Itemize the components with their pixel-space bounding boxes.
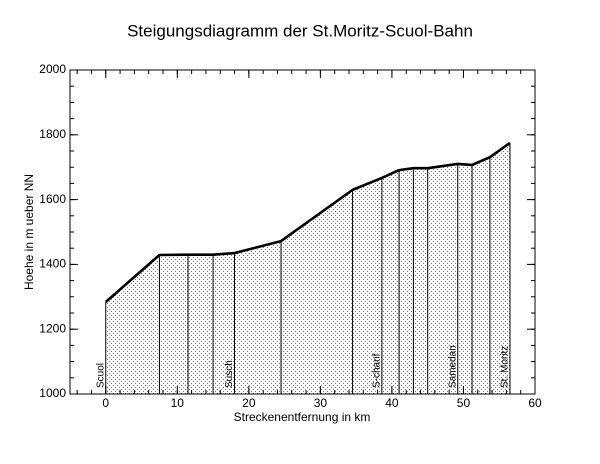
x-tick-label: 50 [457, 396, 471, 410]
x-tick-label: 0 [102, 396, 109, 410]
chart-title: Steigungsdiagramm der St.Moritz-Scuol-Ba… [127, 21, 473, 40]
y-tick-label: 1800 [39, 127, 66, 141]
x-axis-label: Streckenentfernung in km [234, 410, 371, 424]
y-tick-label: 1400 [39, 257, 66, 271]
station-label: St. Moritz [500, 346, 511, 388]
x-tick-label: 60 [528, 396, 542, 410]
y-tick-label: 2000 [39, 62, 66, 76]
station-label: S-chanf [372, 353, 383, 388]
x-tick-label: 20 [242, 396, 256, 410]
x-tick-label: 40 [385, 396, 399, 410]
area-fill [105, 142, 510, 394]
station-label: Scuol [95, 363, 106, 388]
station-label: Susch [224, 360, 235, 388]
station-label: Samedan [447, 345, 458, 388]
line [104, 141, 511, 303]
y-tick-label: 1000 [39, 386, 66, 400]
x-tick-label: 30 [314, 396, 328, 410]
y-tick-label: 1200 [39, 321, 66, 335]
x-tick-label: 10 [171, 396, 185, 410]
y-tick-label: 1600 [39, 192, 66, 206]
y-axis-label: Hoehe in m ueber NN [22, 174, 36, 290]
